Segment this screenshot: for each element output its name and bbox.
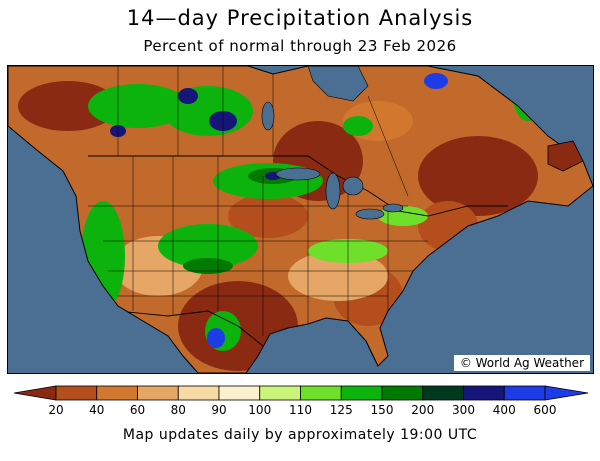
legend-swatch xyxy=(463,385,505,401)
legend-swatch xyxy=(340,385,383,401)
legend-label: 80 xyxy=(171,403,186,417)
legend-swatch xyxy=(177,385,220,401)
precipitation-map-graphic xyxy=(8,66,593,373)
precipitation-map: © World Ag Weather xyxy=(7,65,594,374)
legend-label: 60 xyxy=(130,403,145,417)
legend-swatch xyxy=(503,385,546,401)
legend-arrow-low xyxy=(13,385,57,401)
legend-swatch xyxy=(300,385,342,401)
legend-arrow-high xyxy=(544,385,589,401)
legend-swatch xyxy=(422,385,464,401)
update-note: Map updates daily by approximately 19:00… xyxy=(122,427,478,443)
legend-label: 90 xyxy=(211,403,226,417)
legend-swatch xyxy=(218,385,261,401)
legend-label: 300 xyxy=(452,403,475,417)
legend-label: 600 xyxy=(534,403,557,417)
legend-swatch xyxy=(96,385,138,401)
map-credit: © World Ag Weather xyxy=(453,355,590,371)
legend-label: 100 xyxy=(248,403,271,417)
legend-swatch xyxy=(259,385,301,401)
legend-label: 150 xyxy=(371,403,394,417)
legend-swatch xyxy=(381,385,424,401)
legend-label: 20 xyxy=(48,403,63,417)
legend-label: 400 xyxy=(493,403,516,417)
map-subtitle: Percent of normal through 23 Feb 2026 xyxy=(143,37,457,55)
map-title: 14—day Precipitation Analysis xyxy=(126,6,474,30)
legend-swatch xyxy=(55,385,98,401)
legend-label: 125 xyxy=(330,403,353,417)
legend-label: 110 xyxy=(289,403,312,417)
legend-label: 200 xyxy=(411,403,434,417)
legend-swatch xyxy=(137,385,179,401)
color-legend: 20 40 60 80 90 100 110 125 150 200 300 400 600 xyxy=(0,384,600,424)
legend-graphic: 20 40 60 80 90 100 110 125 150 200 300 400 600 xyxy=(13,385,589,417)
legend-label: 40 xyxy=(89,403,104,417)
